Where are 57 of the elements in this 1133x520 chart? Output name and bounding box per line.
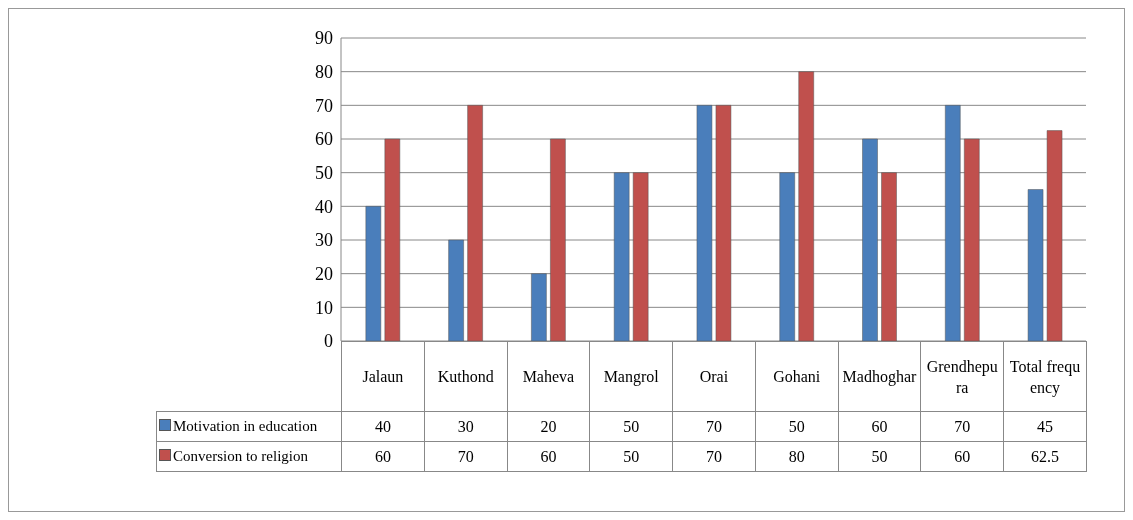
x-tick-label: Jalaun [341, 341, 425, 412]
bar [632, 172, 649, 341]
data-label: 50 [838, 441, 921, 472]
data-label: 30 [424, 411, 508, 442]
y-tick-label: 10 [315, 297, 333, 318]
legend-label: Conversion to religion [156, 441, 342, 472]
y-tick-label: 90 [315, 28, 333, 49]
data-label: 70 [920, 411, 1004, 442]
y-tick-label: 30 [315, 230, 333, 251]
y-tick-label: 60 [315, 129, 333, 150]
data-label: 20 [507, 411, 590, 442]
y-tick-label: 80 [315, 62, 333, 83]
x-tick-label: Orai [672, 341, 756, 412]
data-label: 60 [341, 441, 425, 472]
bar [384, 138, 401, 341]
data-label: 62.5 [1003, 441, 1087, 472]
bar [550, 138, 566, 341]
bar [1046, 130, 1063, 341]
data-label: 80 [755, 441, 839, 472]
bar [715, 105, 732, 341]
legend-label: Motivation in education [156, 411, 342, 442]
data-label: 70 [672, 411, 756, 442]
bar [531, 273, 547, 341]
data-label: 70 [424, 441, 508, 472]
bar [881, 172, 897, 341]
data-label: 50 [589, 441, 673, 472]
x-tick-label: Gohani [755, 341, 839, 412]
bar [365, 206, 382, 341]
y-tick-label: 0 [324, 331, 333, 352]
data-label: 50 [589, 411, 673, 442]
bar [1027, 189, 1044, 341]
x-tick-label: Madhoghar [838, 341, 921, 412]
data-label: 50 [755, 411, 839, 442]
x-tick-label: Kuthond [424, 341, 508, 412]
bar [613, 172, 630, 341]
bar [945, 105, 961, 341]
data-label: 40 [341, 411, 425, 442]
data-label: 60 [507, 441, 590, 472]
x-tick-label: Mangrol [589, 341, 673, 412]
bar [696, 105, 713, 341]
bar [798, 71, 814, 341]
y-tick-label: 20 [315, 264, 333, 285]
x-tick-label: Maheva [507, 341, 590, 412]
data-label: 60 [838, 411, 921, 442]
y-tick-label: 70 [315, 95, 333, 116]
bar [862, 138, 878, 341]
bar [467, 105, 483, 341]
y-tick-label: 40 [315, 196, 333, 217]
bar [779, 172, 795, 341]
y-tick-label: 50 [315, 163, 333, 184]
x-tick-label: Grendhepura [920, 341, 1004, 412]
data-label: 45 [1003, 411, 1087, 442]
x-tick-label: Total frequency [1003, 341, 1087, 412]
bar [964, 138, 980, 341]
data-label: 60 [920, 441, 1004, 472]
bar [448, 239, 464, 341]
data-label: 70 [672, 441, 756, 472]
